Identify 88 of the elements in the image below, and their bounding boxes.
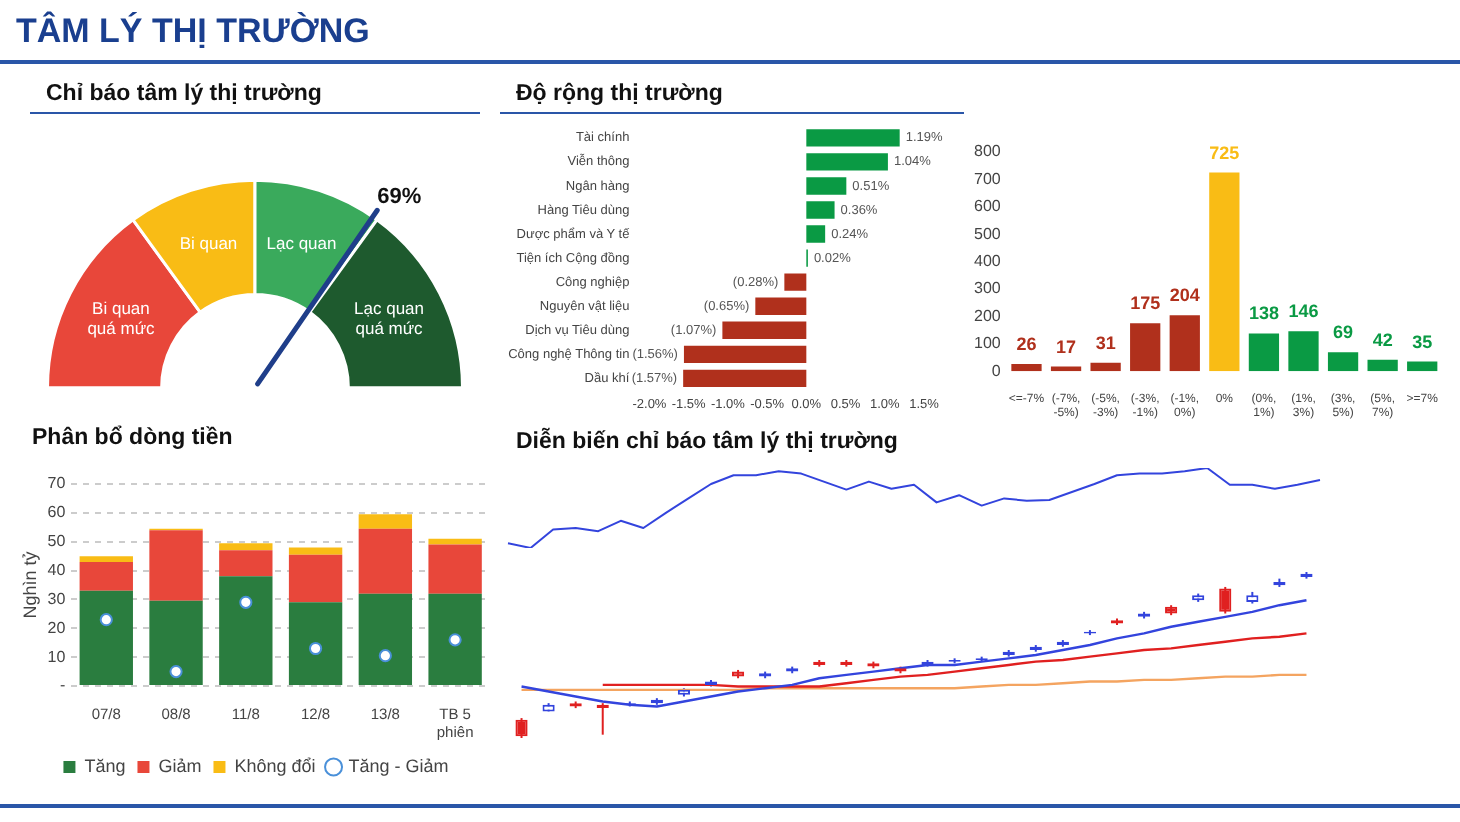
bar: [806, 201, 835, 219]
y-tick-label: 70: [47, 474, 67, 493]
data-label: 17: [1056, 336, 1077, 357]
bar: [428, 538, 482, 545]
chart-title: Diễn biến chỉ báo tâm lý thị trường: [514, 425, 900, 458]
y-tick-label: 10: [47, 647, 67, 666]
data-label: 31: [1095, 332, 1116, 353]
slice-label: Lạc quan quá mức: [354, 298, 425, 339]
bar: [1407, 361, 1438, 372]
bar: [1011, 364, 1042, 372]
slice-label: Lạc quan: [266, 233, 337, 254]
legend-label: Không đổi: [234, 755, 316, 776]
bar: [219, 543, 273, 551]
bar: [428, 593, 482, 685]
bar: [806, 129, 900, 147]
point: [239, 595, 253, 609]
legend-label: Tăng - Giảm: [348, 755, 449, 776]
data-label: 146: [1288, 301, 1319, 322]
bar: [1209, 172, 1240, 372]
bar: [149, 530, 203, 601]
bar: [288, 602, 343, 685]
data-label: 35: [1412, 331, 1433, 352]
bar: [755, 297, 807, 315]
y-tick-label: 60: [47, 503, 67, 522]
chart-title: Chỉ báo tâm lý thị trường: [30, 76, 480, 114]
bar: [219, 550, 273, 577]
data-label: 42: [1372, 329, 1393, 350]
y-tick-label: 700: [973, 169, 1002, 188]
y-tick-label: 30: [47, 589, 67, 608]
y-tick-label: 500: [973, 224, 1002, 243]
bar: [806, 225, 826, 243]
bar: [1090, 362, 1121, 372]
candlestick: [515, 717, 528, 739]
y-tick-label: 20: [47, 618, 67, 637]
bar: [428, 544, 482, 594]
legend-label: Giảm: [158, 755, 202, 776]
point: [169, 664, 183, 679]
y-tick-label: 800: [973, 142, 1002, 161]
bar: [806, 153, 888, 171]
bar: [683, 369, 807, 388]
bar: [288, 554, 343, 603]
bar: [1288, 331, 1319, 372]
legend-label: Tăng: [84, 755, 126, 776]
chart-title: Độ rộng thị trường: [500, 76, 964, 114]
bar: [79, 556, 133, 562]
bar: [1130, 323, 1161, 372]
point: [448, 633, 462, 647]
text: 69%: [377, 185, 422, 210]
data-label: 138: [1248, 303, 1279, 324]
candlestick: [1219, 585, 1232, 615]
data-label: 175: [1130, 293, 1161, 314]
bar: [358, 514, 413, 529]
point: [99, 613, 113, 627]
y-tick-label: 200: [973, 306, 1002, 325]
y-tick-label: 40: [47, 560, 67, 579]
slice-label: Bi quan quá mức: [87, 298, 157, 339]
y-tick-label: 400: [973, 252, 1002, 271]
y-tick-label: 50: [47, 532, 67, 551]
point: [308, 641, 323, 656]
data-label: 69: [1333, 322, 1354, 343]
bar: [288, 547, 343, 555]
data-label: 204: [1169, 285, 1200, 306]
y-tick-label: -: [60, 676, 67, 695]
y-tick-label: 100: [973, 334, 1002, 353]
bar: [806, 177, 847, 195]
bar: [1367, 359, 1398, 372]
bar: [1169, 315, 1200, 372]
y-axis-title: Nghìn tỷ: [19, 550, 40, 619]
bar: [1248, 333, 1280, 372]
data-label: 725: [1209, 142, 1240, 163]
bar: [219, 576, 273, 685]
data-label: 26: [1016, 334, 1037, 355]
bar: [79, 561, 133, 591]
bar: [149, 600, 203, 685]
y-tick-label: 300: [973, 279, 1002, 298]
y-tick-label: 0: [991, 361, 1002, 380]
bar: [722, 321, 807, 339]
y-tick-label: 600: [973, 197, 1002, 216]
bar: [1327, 352, 1359, 372]
bar: [79, 590, 133, 685]
chart-title: Phân bổ dòng tiền: [30, 423, 235, 454]
slice-label: Bi quan: [179, 233, 238, 254]
bar: [784, 273, 807, 291]
text: TÂM LÝ THỊ TRƯỜNG: [16, 12, 370, 52]
bar: [358, 528, 413, 594]
bar: [683, 345, 807, 364]
point: [378, 649, 392, 663]
bar: [358, 593, 413, 685]
